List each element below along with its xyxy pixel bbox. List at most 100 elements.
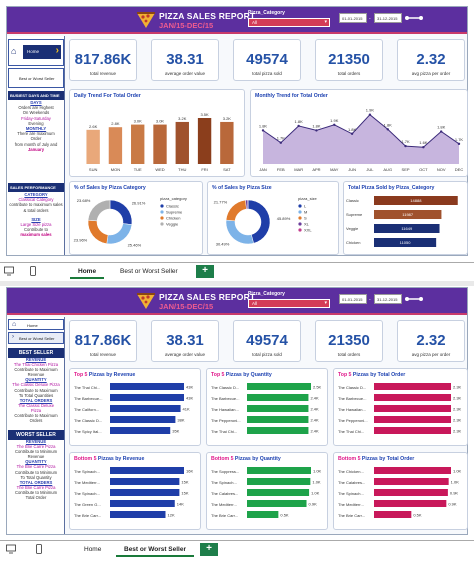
tab-best-worst[interactable]: Best or Worst Seller (116, 543, 195, 557)
category-slicer[interactable]: All ▾ (248, 299, 330, 308)
kpi-avg-pizza: 2.32 avg pizza per order (397, 320, 465, 362)
legend-swatch (298, 216, 302, 220)
orders-line: The Classic Deluxe (17, 402, 55, 408)
daily-bar (197, 118, 212, 164)
hbar-bar (110, 467, 184, 474)
title-prefix: Top 5 (74, 372, 89, 378)
orders-line: The Brie Carre Pizza (16, 484, 56, 490)
date-slider[interactable] (405, 292, 423, 305)
mobile-view-icon[interactable] (28, 266, 38, 276)
monthly-point-label: 1.8K (259, 123, 268, 128)
worst-seller-heading: WORST SELLER (8, 430, 64, 440)
monthly-point-label: 1.8K (348, 127, 357, 132)
quantity-line: To Total Quantities (18, 392, 54, 398)
legend-swatch (160, 204, 164, 208)
monthly-point-label: 1.7K (277, 136, 286, 141)
donut-slice (87, 219, 109, 245)
donut-legend-label: Supreme (166, 210, 183, 215)
kpi-value: 817.86K (74, 332, 132, 349)
top5-quantity-chart: The Classic D... 2.5K The Barbecue... 2.4K T… (211, 383, 322, 434)
mobile-view-icon[interactable] (34, 544, 44, 554)
hbar-bar (247, 394, 309, 401)
home-nav-button[interactable]: ⌂ Home (8, 319, 64, 330)
daily-bar (108, 127, 123, 164)
hbar-tick-label: The Spinach... (338, 491, 364, 496)
kpi-avg-order: 38.31 average order value (151, 320, 219, 362)
donut-legend-label: XL (304, 222, 310, 227)
hbar-value-label: 15K (181, 480, 188, 485)
home-dashboard: PIZZA SALES REPORT JAN/15-DEC/15 Pizza_C… (6, 6, 468, 256)
kpi-pizza-sold: 49574 total pizza sold (233, 39, 301, 81)
hbar-tick-label: The Calabres... (211, 491, 238, 496)
daily-tick-label: SUN (89, 167, 98, 172)
category-bars-chart: Classic 14888 Supreme 11987 Veggie 11649 Chick… (346, 196, 458, 247)
hbar-value-label: 2.3K (453, 396, 462, 401)
category-slicer[interactable]: All ▾ (248, 18, 330, 27)
daily-bar (86, 129, 100, 164)
hbar-value-label: 2.4K (310, 418, 319, 423)
hbar-bar (374, 467, 451, 474)
desktop-view-icon[interactable] (6, 544, 16, 554)
best-worst-nav-label: Best or Worst Seller (19, 336, 55, 341)
add-page-button[interactable]: + (200, 543, 218, 556)
hbar-tick-label: The Classic D... (74, 418, 102, 423)
tab-home[interactable]: Home (70, 265, 105, 279)
monthly-point-label: 1.8K (295, 119, 304, 124)
revenue-head: REVENUE (25, 357, 47, 362)
title-prefix: Bottom 5 (211, 456, 235, 462)
daily-bar-label: 3.2K (178, 116, 187, 121)
monthly-point (439, 130, 443, 133)
hbar-tick-label: The Barbecue... (211, 396, 239, 401)
category-bar-label: 11649 (401, 226, 413, 231)
monthly-tick-label: FEB (277, 167, 285, 172)
top5-quantity-panel: Top 5 Pizzas by Quantity The Classic D..… (206, 368, 328, 446)
hbar-bar (247, 405, 309, 412)
hbar-tick-label: The Mediterr... (74, 480, 100, 485)
best-seller-insight: REVENUE The Thai Chicken Pizza Contribut… (8, 357, 64, 423)
date-to-input[interactable]: 31-12-2015 (374, 13, 402, 23)
add-page-button[interactable]: + (196, 265, 214, 278)
best-worst-nav-button[interactable]: Best or Worst Seller (8, 68, 64, 88)
kpi-label: avg pizza per order (411, 71, 451, 76)
revenue-line: The Brie Carre Pizza (16, 444, 56, 450)
days-insight: DAYS Orders are Highest On Weekends Frid… (8, 100, 64, 152)
kpi-value: 38.31 (166, 332, 204, 349)
hbar-bar (374, 511, 412, 518)
date-from-input[interactable]: 01-01-2015 (339, 13, 367, 23)
hbar-tick-label: The Hawaiian... (338, 407, 366, 412)
sales-performance-heading: SALES PERFORMANCE (8, 183, 64, 192)
hbar-bar (247, 500, 307, 507)
bottom5-quantity-chart: The Soppress... 1.0K The Spinach... 1.0K The… (211, 467, 322, 518)
hbar-bar (374, 500, 447, 507)
hbar-value-label: 2.3K (453, 418, 462, 423)
category-bar-label: 11987 (402, 212, 414, 217)
hbar-bar (374, 489, 448, 496)
arrow-right-icon: › (55, 45, 59, 56)
title-suffix: Pizzas by Revenue (88, 372, 136, 378)
date-slider[interactable] (405, 11, 423, 24)
daily-bar-label: 3.0K (134, 119, 143, 124)
hbar-value-label: 1.0K (312, 480, 321, 485)
hbar-tick-label: The Classic D... (338, 385, 366, 390)
hbar-tick-label: The Spinach... (74, 491, 100, 496)
monthly-point (386, 128, 389, 131)
date-to-input[interactable]: 31-12-2015 (374, 294, 402, 304)
title-prefix: Bottom 5 (74, 456, 98, 462)
top5-quantity-title: Top 5 Pizzas by Quantity (211, 372, 272, 378)
hbar-value-label: 1.0K (313, 469, 322, 474)
best-worst-nav-button[interactable]: › Best or Worst Seller (8, 332, 64, 344)
daily-bar-label: 3.5K (200, 112, 209, 117)
date-from-input[interactable]: 01-01-2015 (339, 294, 367, 304)
home-nav-button[interactable]: ⌂ Home › (8, 39, 64, 66)
tab-home[interactable]: Home (84, 546, 102, 553)
daily-tick-label: THU (178, 167, 186, 172)
donut-legend-label: M (304, 210, 307, 215)
desktop-view-icon[interactable] (4, 266, 14, 276)
daily-bar-label: 2.6K (89, 124, 98, 129)
hbar-value-label: 12K (168, 513, 175, 518)
monthly-head: MONTHLY (25, 126, 47, 132)
category-bar (374, 210, 442, 219)
kpi-label: total orders (337, 352, 361, 357)
tab-best-worst[interactable]: Best or Worst Seller (120, 268, 178, 275)
daily-tick-label: FRI (201, 167, 207, 172)
